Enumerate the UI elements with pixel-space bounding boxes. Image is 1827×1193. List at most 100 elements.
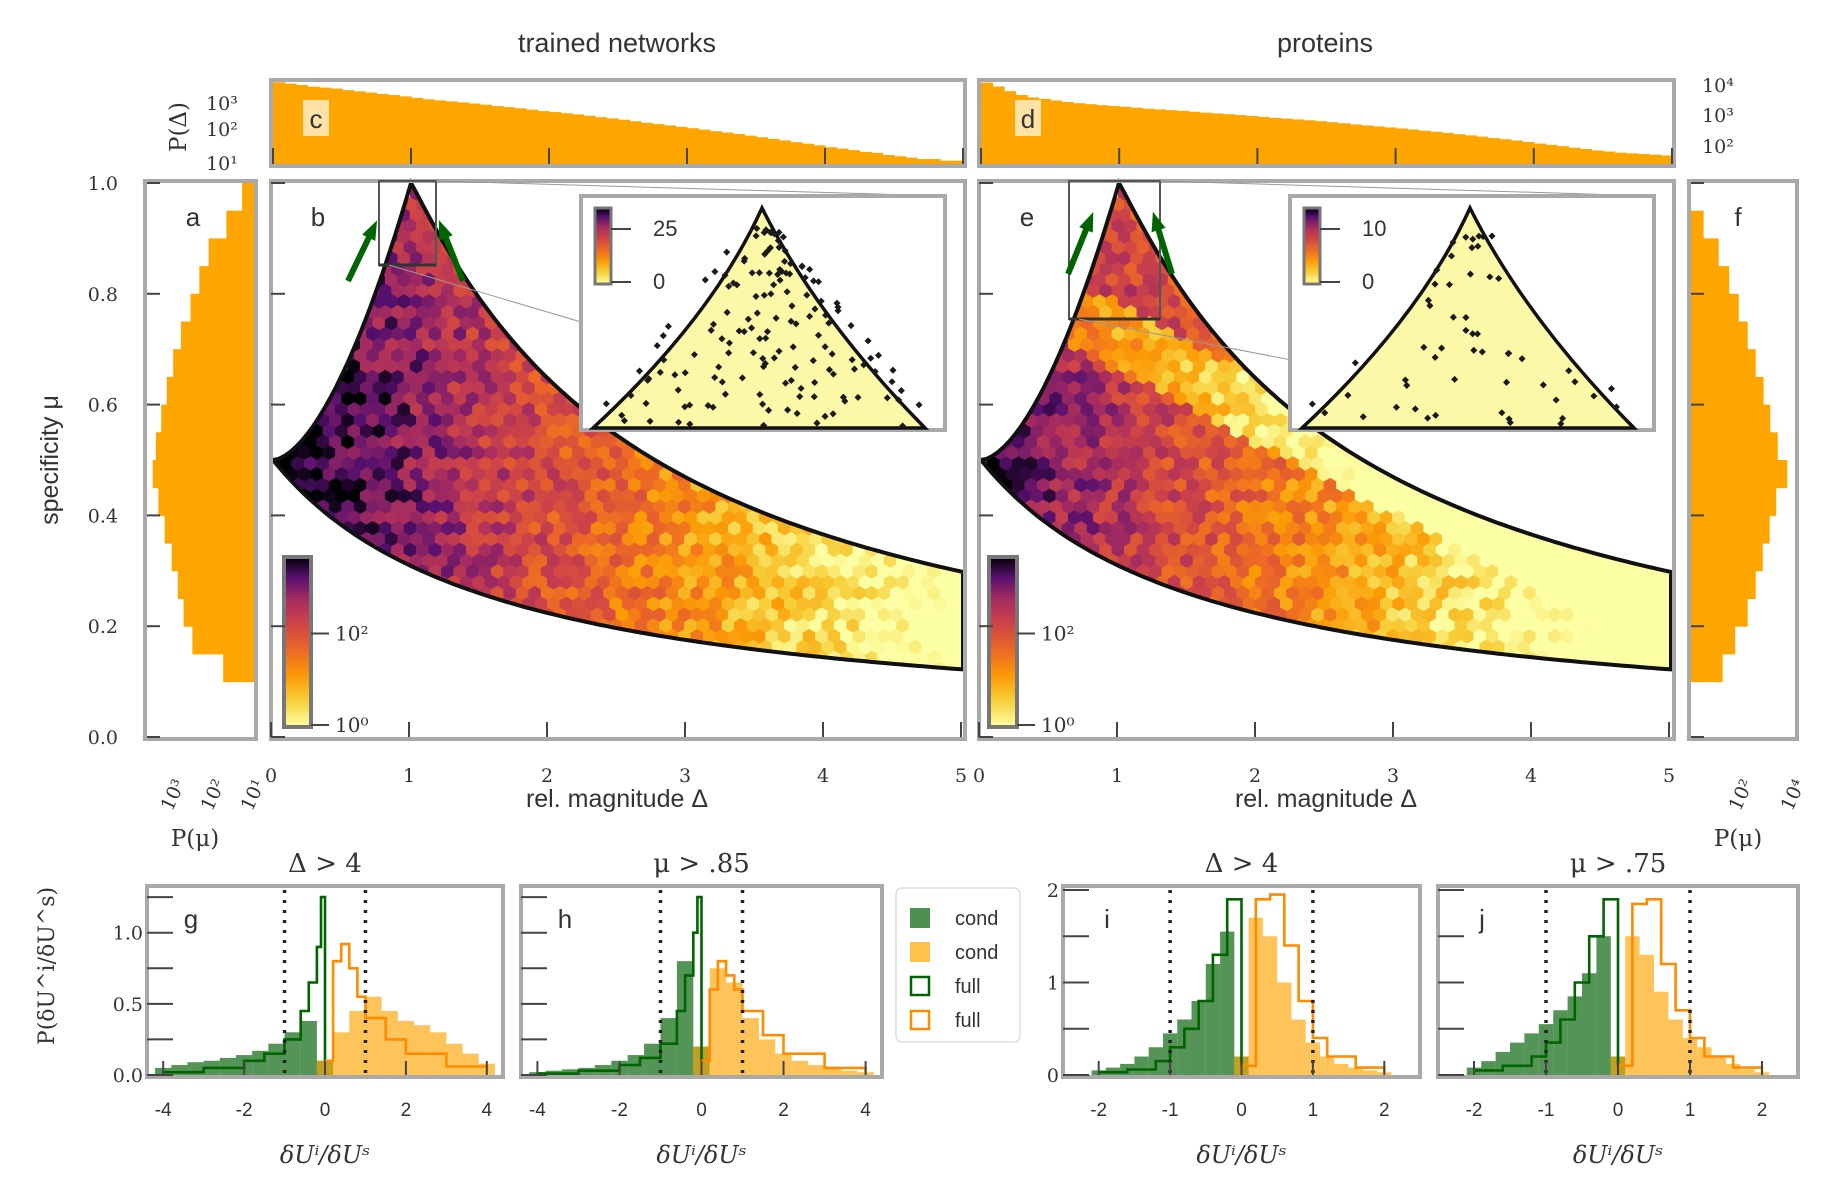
b-inset-point [690, 351, 698, 359]
a-bar [166, 376, 254, 406]
legend-label-3: full [955, 1010, 981, 1032]
a-bar [180, 321, 254, 350]
b-inset-point [787, 260, 795, 268]
d-bar [1245, 115, 1258, 164]
d-bar [1084, 104, 1097, 164]
b-inset-point [760, 229, 768, 237]
c-bar [434, 100, 447, 164]
i-xlabel: δUⁱ/δUˢ [1196, 1141, 1286, 1169]
b-inset-point [781, 379, 790, 387]
b-inset-point [709, 403, 717, 411]
i-ytick-label: 1 [1047, 973, 1059, 995]
b-inset-point [817, 297, 825, 305]
b-inset-point [809, 357, 817, 365]
e-colorbar: 10⁰ 10² [987, 555, 1074, 737]
b-inset-point [627, 391, 635, 400]
g-ytick-label: 1.0 [113, 923, 143, 945]
e-hex [1541, 661, 1555, 670]
b-inset-point [653, 342, 661, 350]
b-hex [752, 650, 766, 666]
b-inset-point [788, 302, 796, 310]
c-bar [583, 115, 596, 164]
c-bar [733, 134, 746, 164]
d-bar [1107, 105, 1120, 164]
d-bar [1291, 119, 1305, 164]
b-inset-point [711, 373, 719, 382]
a-yticks: 0.0 0.2 0.4 0.6 0.8 1.0 [88, 173, 160, 749]
d-bar [1579, 149, 1592, 164]
f-bar [1691, 653, 1723, 683]
d-bar [1361, 125, 1374, 164]
c-bar [825, 147, 838, 164]
g-bar-cond-orange [446, 1043, 463, 1075]
b-hex [603, 629, 617, 645]
d-bar [1153, 109, 1166, 164]
i-bar-cond-green [1134, 1056, 1149, 1075]
b-hex [740, 650, 754, 666]
c-bar [468, 103, 481, 164]
b-inset-point [767, 229, 776, 237]
j-bar-cond-green [1524, 1033, 1539, 1075]
b-inset-point [656, 368, 664, 376]
b-inset-point [759, 354, 767, 363]
a-ytick-label: 0.8 [88, 284, 118, 306]
b-inset-point [784, 406, 792, 414]
i-title: Δ > 4 [1205, 849, 1279, 879]
c-bar [756, 137, 769, 164]
d-bar [1211, 113, 1224, 164]
b-inset-point [740, 328, 748, 336]
b-inset-cbar-label: 0 [653, 269, 665, 294]
f-ticks [1691, 182, 1704, 738]
b-inset-point [618, 411, 626, 419]
d-bar [1614, 152, 1627, 164]
e-zoom-connector [1159, 180, 1655, 197]
d-bars [981, 82, 1673, 164]
b-inset-point [725, 339, 733, 347]
g-bar-cond-orange [462, 1053, 479, 1075]
b-inset-point [803, 291, 811, 299]
g-frame [145, 884, 505, 1079]
e-hex [1448, 650, 1462, 666]
b-inset-point [642, 399, 650, 407]
g-bar-cond-orange [414, 1025, 431, 1075]
g-xtick-label: -4 [155, 1100, 172, 1121]
i-bar-cond-orange [1262, 936, 1278, 1075]
i-bar-cond-orange [1305, 1042, 1321, 1075]
f-xtick-4: 10⁴ [1777, 776, 1811, 814]
b-inset-point [775, 243, 783, 251]
j-bar-cond-green [1510, 1042, 1525, 1075]
e-cbar-label: 10⁰ [1041, 713, 1074, 737]
b-inset-point [791, 363, 799, 371]
j-bar-cond-orange [1639, 954, 1654, 1075]
b-hex [659, 639, 673, 655]
d-bar [1338, 123, 1351, 164]
b-inset-point [797, 384, 805, 392]
d-bar [1476, 136, 1489, 164]
b-inset-point [741, 254, 749, 262]
legend: cond cond full full [895, 887, 1021, 1043]
j-step-full-green [1474, 898, 1620, 1072]
c-bar [859, 151, 872, 164]
d-bar [1522, 141, 1535, 164]
a-bar [161, 404, 254, 433]
c-bar [848, 150, 861, 164]
panel-c-label-bg [303, 100, 329, 136]
b-hex [671, 639, 685, 655]
d-bar [1119, 106, 1132, 164]
panel-b-frame [269, 179, 967, 741]
c-bar [514, 108, 527, 164]
b-inset-point [749, 349, 757, 357]
b-inset-point [834, 303, 842, 311]
c-ytick-2: 10² [206, 119, 238, 141]
b-inset-point [723, 308, 731, 316]
e-inset-cbar-label: 10 [1362, 216, 1386, 241]
b-inset-point [781, 257, 789, 265]
c-bar [721, 132, 734, 164]
i-bar-cond-green [1220, 931, 1235, 1075]
f-bar [1691, 210, 1704, 239]
b-inset-point [864, 337, 872, 345]
b-inset-point [889, 366, 897, 374]
legend-swatch-cond-green [910, 908, 930, 928]
b-inset-point [789, 343, 797, 351]
d-bar [1625, 153, 1639, 164]
